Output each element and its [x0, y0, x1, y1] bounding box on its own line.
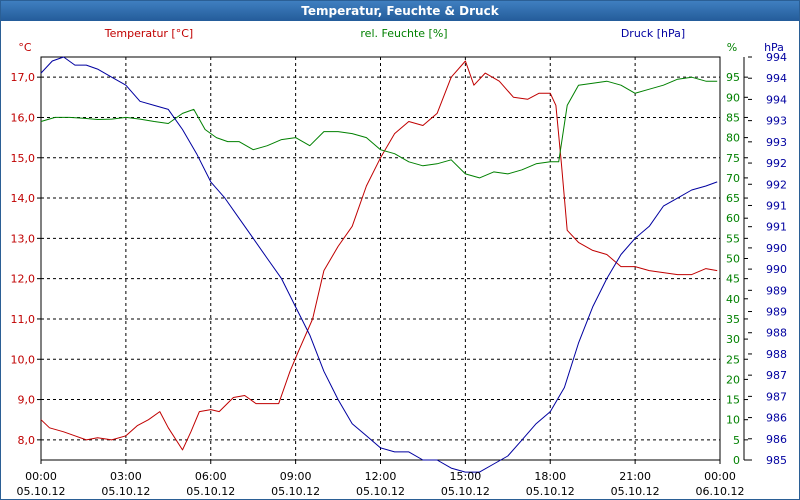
x-tick-time: 06:00 — [195, 470, 227, 483]
x-tick-date: 05.10.12 — [17, 485, 66, 498]
pressure-tick-label: 987 — [766, 390, 787, 403]
x-tick-date: 05.10.12 — [186, 485, 235, 498]
temperature-tick-label: 15,0 — [11, 152, 36, 165]
x-tick-date: 05.10.12 — [611, 485, 660, 498]
humidity-tick-label: 95 — [726, 71, 740, 84]
pressure-tick-label: 994 — [766, 51, 787, 64]
humidity-tick-label: 30 — [726, 333, 740, 346]
humidity-tick-label: 20 — [726, 373, 740, 386]
x-tick-time: 18:00 — [534, 470, 566, 483]
pressure-tick-label: 993 — [766, 136, 787, 149]
temperature-unit: °C — [18, 41, 32, 54]
humidity-tick-label: 25 — [726, 353, 740, 366]
temperature-line — [40, 60, 718, 451]
humidity-tick-label: 45 — [726, 273, 740, 286]
humidity-tick-label: 85 — [726, 111, 740, 124]
temperature-tick-label: 13,0 — [11, 232, 36, 245]
x-tick-date: 05.10.12 — [271, 485, 320, 498]
pressure-line — [40, 56, 718, 473]
temperature-tick-label: 11,0 — [11, 313, 36, 326]
humidity-tick-label: 65 — [726, 192, 740, 205]
pressure-tick-label: 994 — [766, 72, 787, 85]
humidity-tick-label: 15 — [726, 394, 740, 407]
x-tick-time: 15:00 — [450, 470, 482, 483]
pressure-tick-label: 993 — [766, 115, 787, 128]
temperature-tick-label: 14,0 — [11, 192, 36, 205]
humidity-tick-label: 70 — [726, 172, 740, 185]
temperature-tick-label: 9,0 — [18, 394, 36, 407]
pressure-tick-label: 990 — [766, 263, 787, 276]
pressure-tick-label: 991 — [766, 199, 787, 212]
humidity-tick-label: 60 — [726, 212, 740, 225]
humidity-tick-label: 0 — [733, 454, 740, 467]
humidity-tick-label: 75 — [726, 152, 740, 165]
temperature-tick-label: 8,0 — [18, 434, 36, 447]
pressure-tick-label: 988 — [766, 327, 787, 340]
chart-title: Temperatur, Feuchte & Druck — [1, 1, 799, 21]
pressure-tick-label: 986 — [766, 412, 787, 425]
humidity-tick-label: 80 — [726, 132, 740, 145]
pressure-tick-label: 986 — [766, 433, 787, 446]
humidity-tick-label: 55 — [726, 232, 740, 245]
temperature-axis-title: Temperatur [°C] — [104, 27, 193, 40]
x-tick-time: 21:00 — [619, 470, 651, 483]
x-tick-time: 00:00 — [704, 470, 736, 483]
humidity-line — [40, 76, 718, 179]
x-tick-time: 09:00 — [280, 470, 312, 483]
pressure-tick-label: 992 — [766, 178, 787, 191]
x-tick-date: 05.10.12 — [441, 485, 490, 498]
axes: 00:00 05.10.12 03:00 05.10.12 06:00 05.10.12 0… — [11, 27, 788, 498]
series-lines — [40, 56, 718, 473]
pressure-tick-label: 994 — [766, 93, 787, 106]
humidity-tick-label: 90 — [726, 91, 740, 104]
temperature-tick-label: 12,0 — [11, 273, 36, 286]
humidity-axis-title: rel. Feuchte [%] — [360, 27, 447, 40]
pressure-tick-label: 989 — [766, 284, 787, 297]
pressure-tick-label: 988 — [766, 348, 787, 361]
pressure-tick-label: 985 — [766, 454, 787, 467]
pressure-tick-label: 989 — [766, 306, 787, 319]
pressure-tick-label: 990 — [766, 242, 787, 255]
pressure-tick-label: 991 — [766, 221, 787, 234]
temperature-tick-label: 17,0 — [11, 71, 36, 84]
x-tick-date: 06.10.12 — [696, 485, 745, 498]
humidity-tick-label: 40 — [726, 293, 740, 306]
x-tick-date: 05.10.12 — [526, 485, 575, 498]
x-tick-time: 12:00 — [365, 470, 397, 483]
x-tick-date: 05.10.12 — [356, 485, 405, 498]
humidity-tick-label: 50 — [726, 253, 740, 266]
pressure-tick-label: 987 — [766, 369, 787, 382]
temperature-tick-label: 10,0 — [11, 353, 36, 366]
pressure-tick-label: 992 — [766, 157, 787, 170]
x-tick-time: 00:00 — [25, 470, 57, 483]
humidity-tick-label: 5 — [733, 434, 740, 447]
humidity-tick-label: 35 — [726, 313, 740, 326]
x-tick-time: 03:00 — [110, 470, 142, 483]
pressure-unit: hPa — [764, 41, 784, 54]
temperature-tick-label: 16,0 — [11, 111, 36, 124]
humidity-tick-label: 10 — [726, 414, 740, 427]
humidity-unit: % — [727, 41, 737, 54]
pressure-axis-title: Druck [hPa] — [621, 27, 685, 40]
x-tick-date: 05.10.12 — [101, 485, 150, 498]
